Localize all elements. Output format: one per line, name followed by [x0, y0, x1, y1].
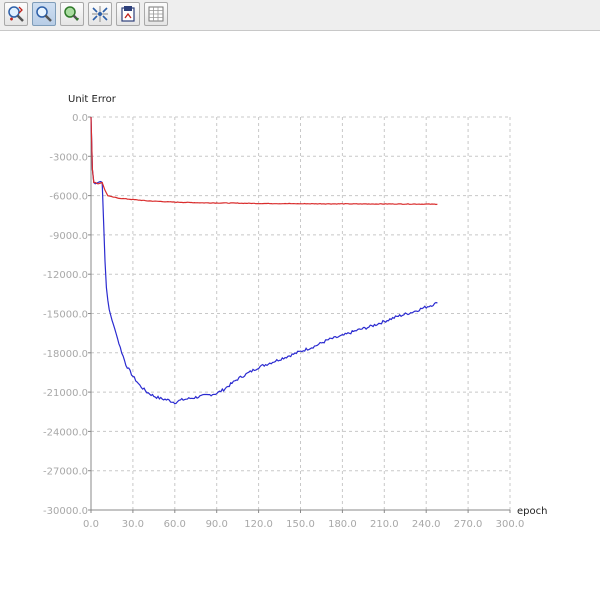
- x-axis-title: epoch: [517, 506, 547, 517]
- x-tick-label: 90.0: [206, 519, 228, 530]
- x-tick-label: 270.0: [454, 519, 483, 530]
- line-chart: Unit Error epoch 0.0 30.0 60.0 90.0 120.0 150…: [43, 94, 547, 530]
- x-tick-label: 0.0: [83, 519, 99, 530]
- x-tick-label: 210.0: [370, 519, 399, 530]
- y-tick-label: -30000.0: [43, 506, 88, 517]
- grid-icon: [148, 6, 164, 22]
- pan-icon: [64, 6, 79, 21]
- fit-icon: [92, 6, 108, 22]
- zoom-in-icon: [8, 6, 24, 22]
- x-tick-label: 240.0: [412, 519, 441, 530]
- y-tick-label: -15000.0: [43, 310, 88, 321]
- export-button[interactable]: [116, 2, 140, 26]
- toolbar: [0, 0, 600, 31]
- series-line-1: [90, 116, 438, 405]
- series-line-2: [90, 116, 438, 206]
- x-tick-label: 150.0: [286, 519, 315, 530]
- grid-button[interactable]: [144, 2, 168, 26]
- axes: [88, 116, 511, 513]
- x-tick-label: 300.0: [496, 519, 525, 530]
- pan-button[interactable]: [60, 2, 84, 26]
- x-tick-label: 180.0: [328, 519, 357, 530]
- y-tick-label: 0.0: [72, 113, 88, 124]
- y-tick-label: -24000.0: [43, 427, 88, 438]
- y-tick-label: -3000.0: [49, 152, 88, 163]
- y-tick-label: -12000.0: [43, 270, 88, 281]
- y-tick-label: -18000.0: [43, 349, 88, 360]
- tick-labels: 0.0 30.0 60.0 90.0 120.0 150.0 180.0 210.0 240.0…: [43, 113, 524, 530]
- y-tick-label: -6000.0: [49, 192, 88, 203]
- series: [90, 116, 438, 405]
- zoom-icon: [36, 6, 52, 22]
- y-tick-label: -27000.0: [43, 467, 88, 478]
- y-tick-label: -21000.0: [43, 388, 88, 399]
- grid: [91, 116, 511, 510]
- fit-button[interactable]: [88, 2, 112, 26]
- x-tick-label: 120.0: [244, 519, 273, 530]
- export-icon: [121, 6, 135, 22]
- chart-panel: Unit Error epoch 0.0 30.0 60.0 90.0 120.0 150…: [0, 31, 600, 600]
- zoom-in-button[interactable]: [4, 2, 28, 26]
- zoom-button[interactable]: [32, 2, 56, 26]
- x-tick-label: 30.0: [122, 519, 144, 530]
- y-tick-label: -9000.0: [49, 231, 88, 242]
- x-tick-label: 60.0: [164, 519, 186, 530]
- y-axis-title: Unit Error: [68, 94, 117, 105]
